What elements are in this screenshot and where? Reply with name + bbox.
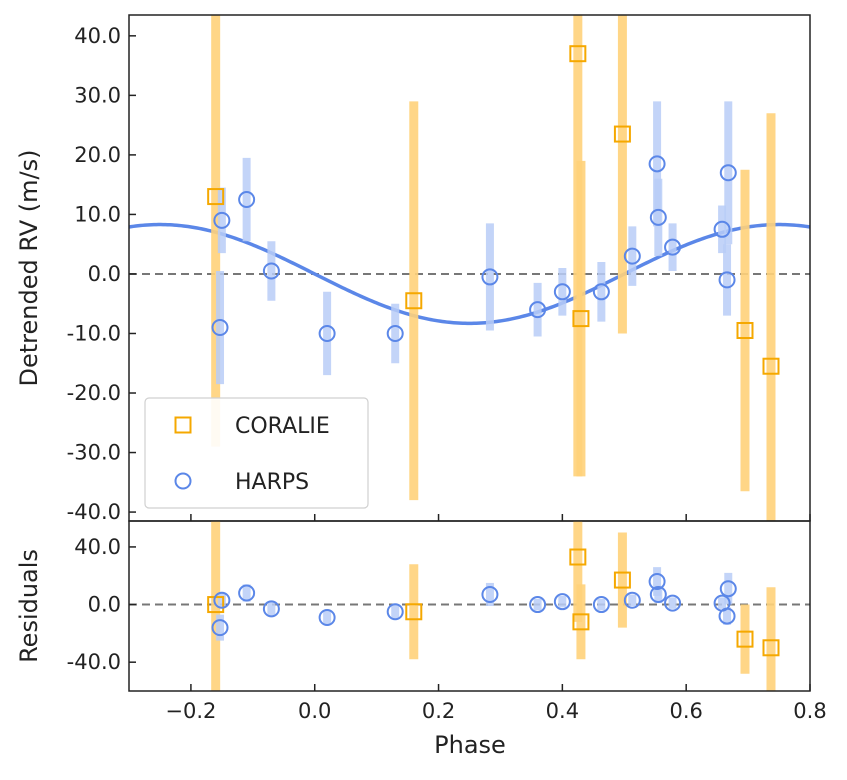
- main-harps-point-1: [211, 319, 229, 337]
- residuals-harps-point-9: [592, 596, 610, 614]
- residuals-coralie-point-3: [572, 613, 590, 631]
- residuals-harps-point-0: [213, 591, 231, 609]
- residuals-coralie-point-1: [405, 603, 423, 621]
- residuals-ytick-label-1: 0.0: [88, 593, 121, 617]
- residuals-frame: [128, 520, 811, 692]
- legend-harps-marker: [174, 472, 192, 490]
- residuals-harps-point-6: [481, 585, 499, 603]
- residuals-xtick-label-0: −0.2: [165, 699, 216, 723]
- residuals-xtick-label-2: 0.2: [422, 699, 455, 723]
- residuals-harps-point-15: [719, 580, 737, 598]
- main-coralie-point-5: [736, 322, 754, 340]
- main-ytick-label-7: -30.0: [67, 441, 121, 465]
- main-ytick-label-1: 30.0: [74, 83, 121, 107]
- residuals-harps-point-5: [386, 603, 404, 621]
- residuals-harps-point-1: [211, 619, 229, 637]
- main-harps-point-9: [592, 283, 610, 301]
- main-harps-point-7: [529, 301, 547, 319]
- residuals-coralie-point-6: [762, 639, 780, 657]
- legend-harps-label: HARPS: [235, 470, 309, 495]
- y-axis-title-residuals: Residuals: [15, 549, 43, 663]
- residuals-harps-point-10: [623, 591, 641, 609]
- main-harps-point-6: [481, 268, 499, 286]
- main-harps-point-12: [649, 208, 667, 226]
- main-coralie-point-4: [613, 125, 631, 143]
- y-axis-title-main: Detrended RV (m/s): [15, 150, 43, 387]
- main-harps-point-13: [664, 238, 682, 256]
- residuals-harps-point-3: [262, 600, 280, 618]
- residuals-harps-point-12: [649, 585, 667, 603]
- main-ytick-label-6: -20.0: [67, 381, 121, 405]
- residuals-coralie-point-2: [569, 548, 587, 566]
- main-harps-point-14: [713, 220, 731, 238]
- main-panel: 40.0 30.0 20.0 10.0 0.0 -10.0 -20.0 -30.0 -40.0: [67, 14, 811, 524]
- main-harps-point-5: [386, 324, 404, 342]
- main-coralie-point-6: [762, 357, 780, 375]
- legend-coralie-label: CORALIE: [235, 414, 330, 439]
- main-harps-point-11: [648, 155, 666, 173]
- main-ytick-label-4: 0.0: [88, 262, 121, 286]
- residuals-xtick-label-1: 0.0: [298, 699, 331, 723]
- main-coralie-point-1: [405, 292, 423, 310]
- main-ytick-label-3: 10.0: [74, 202, 121, 226]
- main-harps-point-4: [318, 324, 336, 342]
- residuals-harps-point-13: [664, 594, 682, 612]
- residuals-coralie-point-5: [736, 630, 754, 648]
- main-harps-point-8: [553, 283, 571, 301]
- residuals-harps-point-16: [718, 607, 736, 625]
- main-coralie-point-0: [207, 188, 225, 206]
- residuals-harps-point-11: [648, 573, 666, 591]
- x-axis-title: Phase: [434, 731, 506, 759]
- residuals-ytick-label-0: 40.0: [74, 535, 121, 559]
- residuals-harps-point-8: [553, 593, 571, 611]
- legend-coralie-marker: [174, 416, 192, 434]
- axes-labels: Phase Detrended RV (m/s) Residuals: [15, 150, 506, 759]
- residuals-xtick-label-5: 0.8: [793, 699, 826, 723]
- main-ytick-label-5: -10.0: [67, 321, 121, 345]
- legend-box: [144, 397, 369, 509]
- main-harps-point-16: [718, 271, 736, 289]
- residuals-harps-point-4: [318, 609, 336, 627]
- residuals-xtick-label-3: 0.4: [546, 699, 579, 723]
- main-plot-area: [129, 15, 810, 521]
- residuals-xtick-label-4: 0.6: [669, 699, 702, 723]
- main-ytick-label-8: -40.0: [67, 500, 121, 524]
- residuals-plot-area: [129, 521, 810, 691]
- main-harps-point-3: [262, 262, 280, 280]
- main-ytick-label-0: 40.0: [74, 24, 121, 48]
- main-ytick-label-2: 20.0: [74, 143, 121, 167]
- residuals-coralie-point-4: [613, 571, 631, 589]
- main-coralie-point-2: [569, 45, 587, 63]
- main-model-curve: [129, 222, 810, 326]
- main-harps-point-0: [213, 211, 231, 229]
- residuals-panel: 40.0 0.0 -40.0 −0.2 0.0 0.2 0.4 0.6 0.8: [67, 520, 827, 723]
- residuals-harps-point-7: [529, 596, 547, 614]
- main-harps-point-2: [238, 191, 256, 209]
- main-harps-point-10: [623, 247, 641, 265]
- main-coralie-point-3: [572, 310, 590, 328]
- legend: CORALIE HARPS: [144, 397, 369, 509]
- residuals-harps-point-2: [238, 584, 256, 602]
- residuals-ytick-label-2: -40.0: [67, 650, 121, 674]
- main-harps-point-15: [719, 164, 737, 182]
